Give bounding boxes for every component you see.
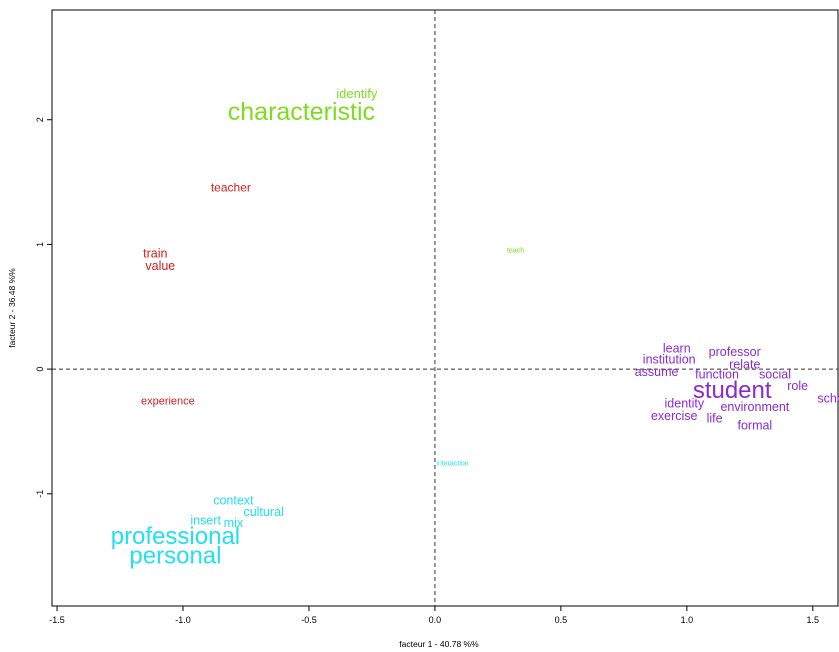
x-axis-title: facteur 1 - 40.78 %% — [399, 639, 479, 649]
word-school: school — [817, 391, 839, 405]
word-assume: assume — [635, 365, 679, 379]
word-personal: personal — [129, 543, 221, 570]
word-function: function — [695, 368, 739, 382]
word-mix: mix — [224, 516, 244, 530]
word-institution: institution — [643, 353, 696, 367]
word-student: student — [693, 377, 772, 404]
plot-frame — [51, 9, 839, 607]
word-formal: formal — [737, 419, 772, 433]
word-characteristic: characteristic — [228, 98, 375, 126]
reference-lines — [52, 10, 838, 606]
y-tick-label: 1 — [35, 242, 45, 247]
x-tick-label: 0.5 — [555, 615, 568, 625]
word-learn: learn — [663, 341, 691, 355]
x-tick-label: -1.5 — [49, 615, 65, 625]
word-professional: professional — [111, 523, 240, 550]
y-tick-label: 2 — [35, 117, 45, 122]
x-tick-label: 0.0 — [429, 615, 442, 625]
word-value: value — [145, 259, 175, 273]
x-tick-label: 1.0 — [681, 615, 694, 625]
y-axis: -1 0 1 2 — [35, 117, 52, 498]
word-teach: teach — [507, 247, 524, 254]
word-identify: identify — [336, 86, 378, 101]
word-insert: insert — [190, 514, 221, 528]
word-social: social — [759, 368, 791, 382]
x-axis: -1.5 -1.0 -0.5 0.0 0.5 1.0 1.5 — [49, 606, 819, 625]
word-cultural: cultural — [243, 505, 283, 519]
word-train: train — [143, 247, 167, 261]
word-role: role — [787, 379, 808, 393]
word-relate: relate — [729, 358, 760, 372]
y-tick-label: -1 — [35, 490, 45, 498]
word-professor: professor — [709, 345, 761, 359]
y-axis-title: facteur 2 - 36.48 %% — [7, 268, 17, 348]
word-environment: environment — [720, 400, 789, 414]
x-tick-label: 1.5 — [807, 615, 820, 625]
word-interaction: interaction — [436, 461, 468, 468]
word-teacher: teacher — [211, 180, 251, 194]
x-tick-label: -0.5 — [301, 615, 317, 625]
word-identity: identity — [665, 396, 705, 410]
word-context: context — [213, 494, 254, 508]
word-exercise: exercise — [651, 409, 698, 423]
x-tick-label: -1.0 — [175, 615, 191, 625]
word-experience: experience — [141, 395, 195, 407]
word-life: life — [707, 411, 723, 425]
y-tick-label: 0 — [35, 367, 45, 372]
